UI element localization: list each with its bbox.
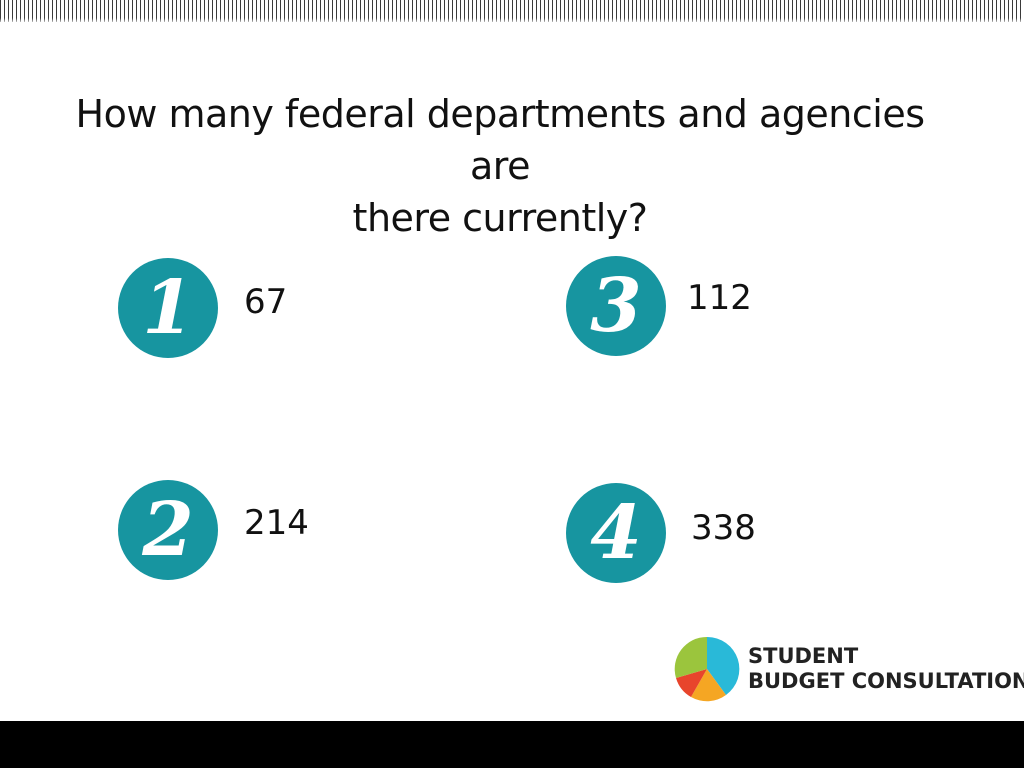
top-decorative-strip: [0, 0, 1024, 22]
logo-line-2: BUDGET CONSULTATION: [748, 669, 1024, 693]
option-4-number: 4: [590, 490, 642, 576]
option-4-number-badge[interactable]: 4: [566, 483, 666, 583]
student-budget-consultation-logo: STUDENT BUDGET CONSULTATION: [674, 636, 1024, 702]
option-1-answer[interactable]: 67: [244, 282, 288, 322]
option-1-number-badge[interactable]: 1: [118, 258, 218, 358]
footer-bar: [0, 721, 1024, 768]
logo-line-1: STUDENT: [748, 644, 859, 668]
option-2-number-badge[interactable]: 2: [118, 480, 218, 580]
option-3-answer[interactable]: 112: [687, 278, 752, 318]
logo-wordmark: STUDENT BUDGET CONSULTATION: [748, 644, 1024, 694]
question-title: How many federal departments and agencie…: [40, 88, 960, 244]
option-2-number: 2: [142, 487, 194, 573]
question-line-1: How many federal departments and agencie…: [75, 92, 926, 188]
option-3-number: 3: [590, 263, 642, 349]
option-2-answer[interactable]: 214: [244, 503, 309, 543]
option-1-number: 1: [142, 265, 194, 351]
pie-chart-logo-icon: [674, 636, 740, 702]
option-4-answer[interactable]: 338: [691, 508, 756, 548]
question-line-2: there currently?: [352, 196, 648, 240]
option-3-number-badge[interactable]: 3: [566, 256, 666, 356]
